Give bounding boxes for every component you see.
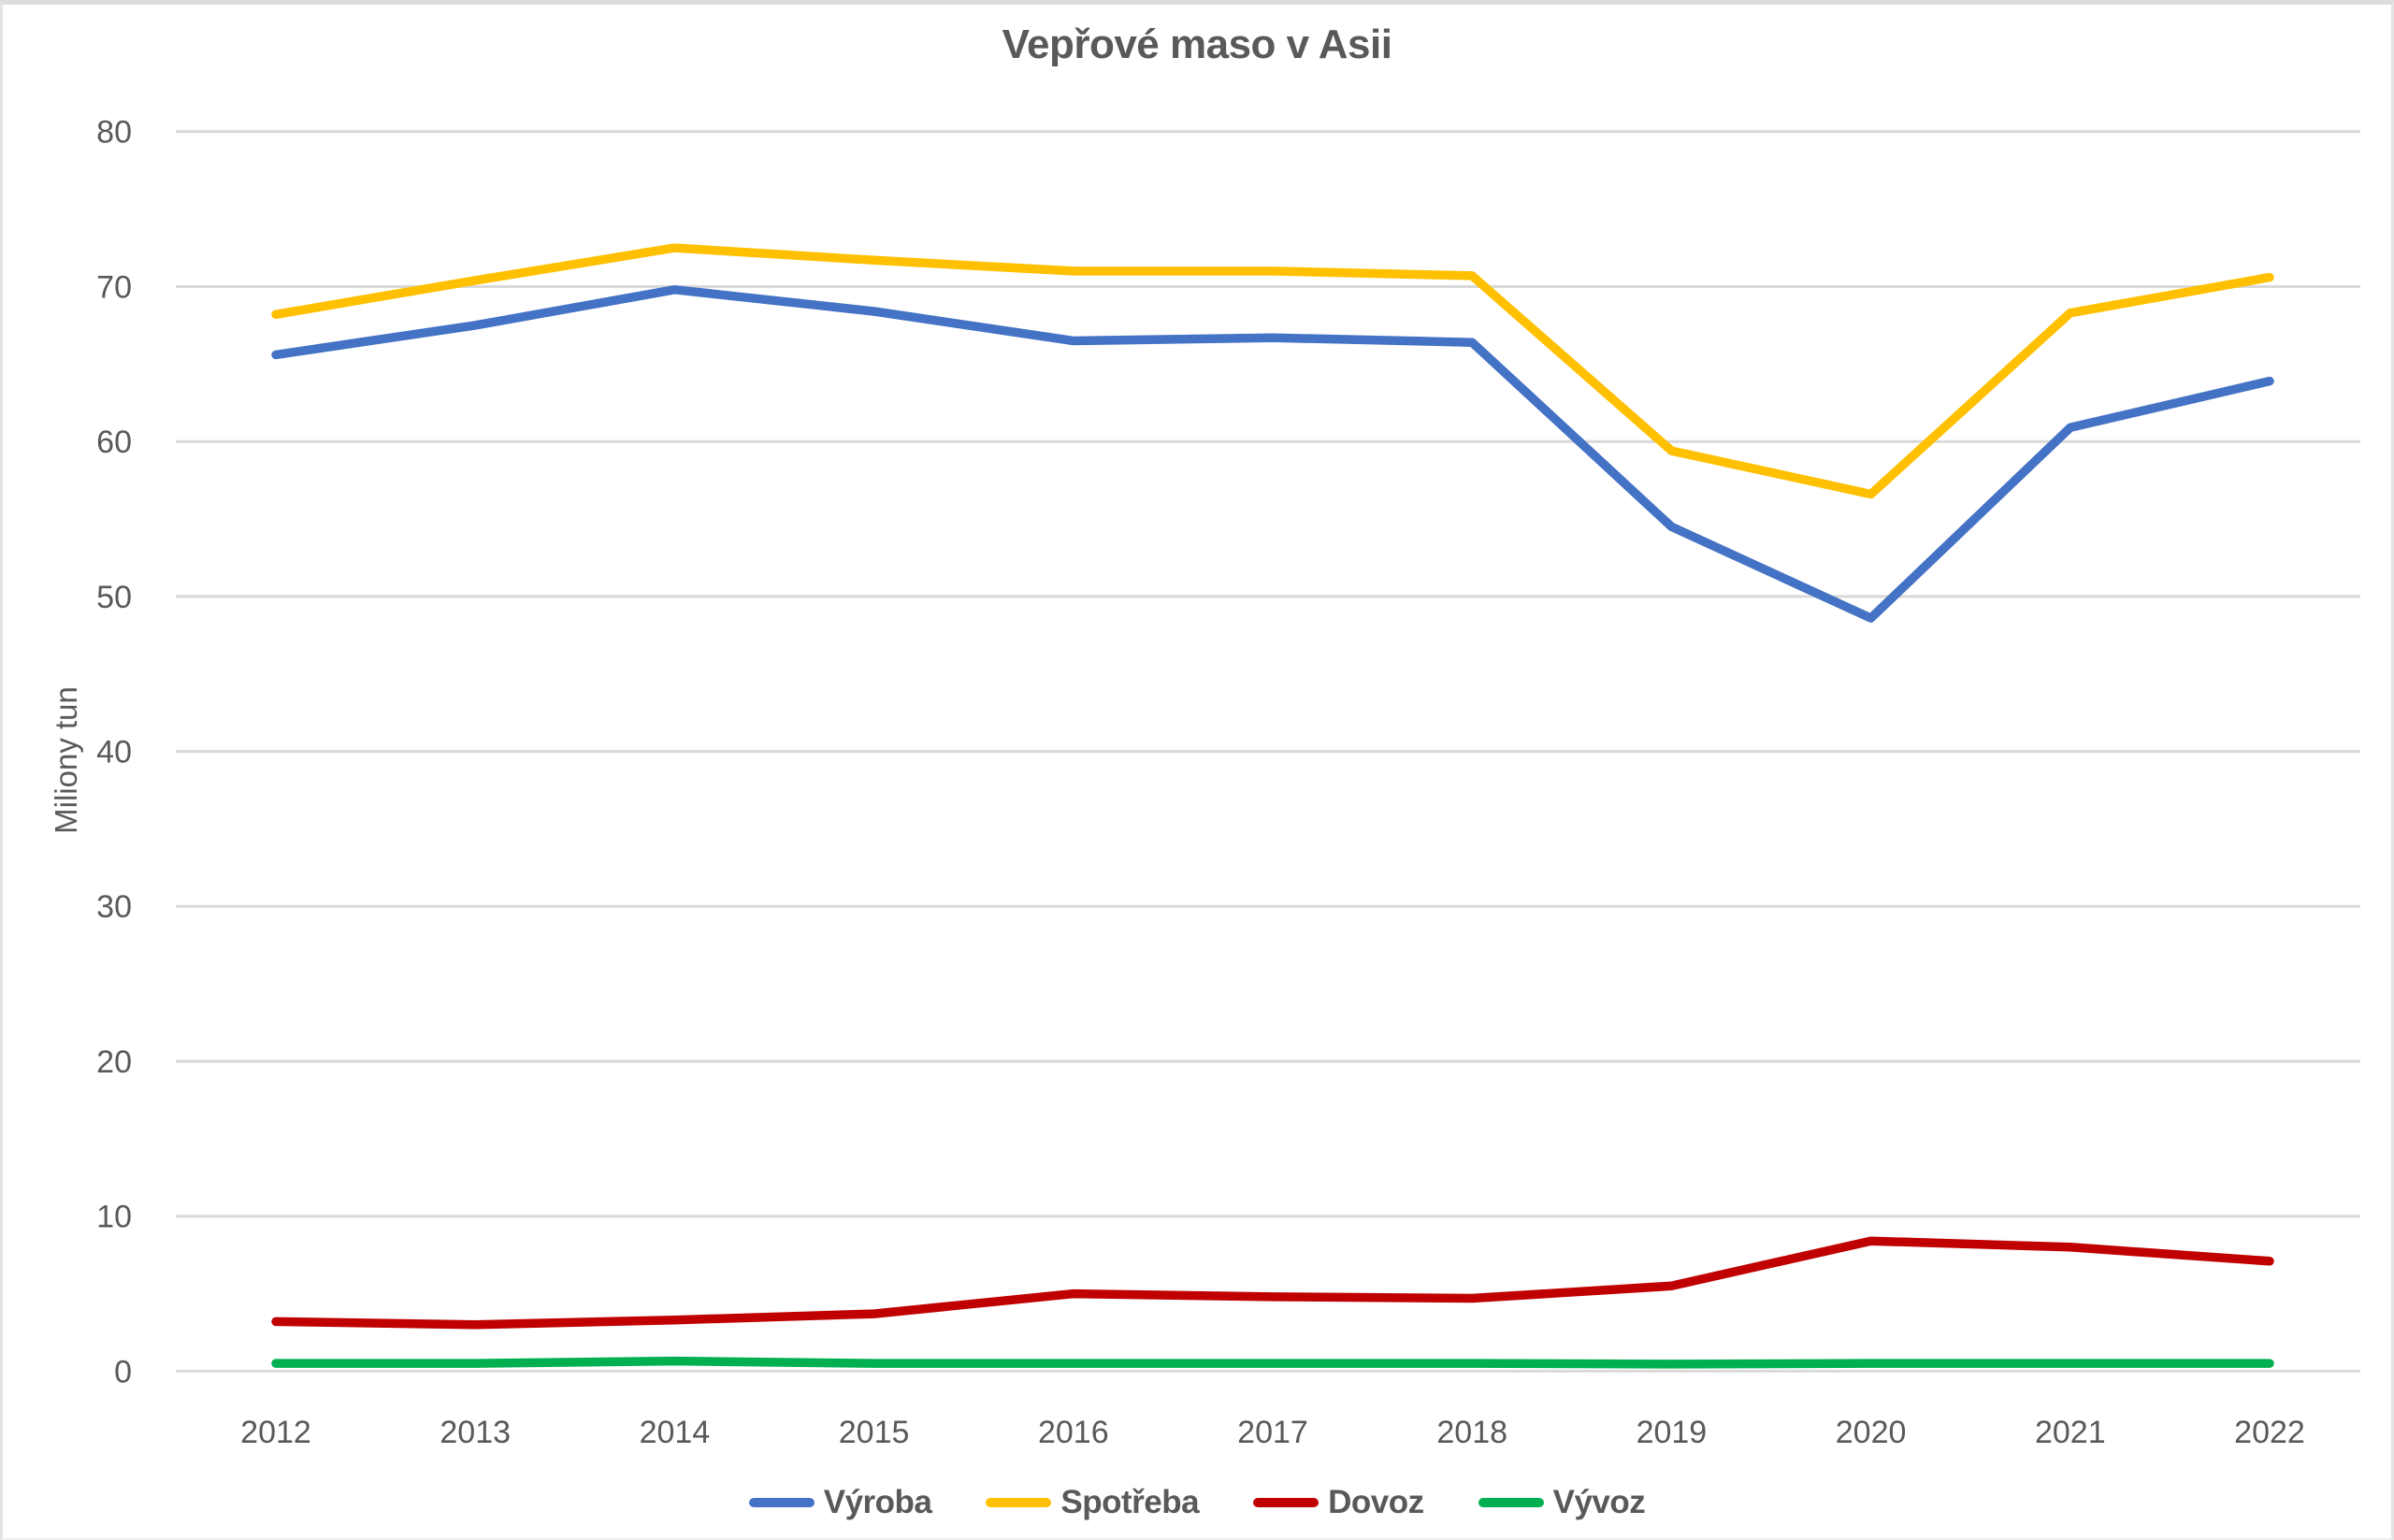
legend-label-spotreba: Spotřeba	[1060, 1484, 1200, 1520]
y-tick-label: 80	[96, 115, 132, 151]
chart-title: Vepřové maso v Asii	[1002, 22, 1392, 67]
legend-swatch-dovoz	[1253, 1498, 1320, 1507]
x-tick-label: 2013	[440, 1415, 511, 1450]
legend-item-vyroba: Výroba	[748, 1484, 932, 1521]
series-line-spotreba	[271, 243, 2274, 499]
y-tick-label: 50	[96, 580, 132, 615]
series-line-dovoz	[271, 1236, 2274, 1330]
legend-swatch-vyvoz	[1478, 1498, 1544, 1507]
series-line-vyroba	[271, 285, 2274, 623]
legend: Výroba Spotřeba Dovoz Vývoz	[3, 1484, 2391, 1521]
y-tick-label: 70	[96, 269, 132, 305]
x-tick-label: 2015	[839, 1415, 910, 1450]
x-tick-label: 2016	[1038, 1415, 1109, 1450]
legend-swatch-spotreba	[986, 1498, 1052, 1507]
x-tick-label: 2017	[1237, 1415, 1308, 1450]
y-tick-label: 10	[96, 1200, 132, 1235]
x-tick-label: 2014	[640, 1415, 711, 1450]
x-tick-label: 2021	[2035, 1415, 2106, 1450]
legend-label-vyroba: Výroba	[823, 1484, 932, 1520]
x-tick-label: 2022	[2234, 1415, 2305, 1450]
y-tick-label: 40	[96, 735, 132, 770]
x-tick-label: 2018	[1436, 1415, 1507, 1450]
y-tick-label: 30	[96, 889, 132, 925]
legend-swatch-vyroba	[748, 1498, 815, 1507]
series-line-vyvoz	[271, 1356, 2274, 1369]
x-tick-label: 2019	[1637, 1415, 1708, 1450]
y-tick-label: 60	[96, 425, 132, 460]
x-tick-label: 2012	[240, 1415, 311, 1450]
legend-item-spotreba: Spotřeba	[986, 1484, 1200, 1521]
legend-label-vyvoz: Vývoz	[1552, 1484, 1646, 1520]
y-axis-label: Miliony tun	[49, 686, 83, 834]
x-tick-label: 2020	[1836, 1415, 1907, 1450]
y-tick-label: 20	[96, 1044, 132, 1080]
legend-item-vyvoz: Vývoz	[1478, 1484, 1646, 1521]
y-tick-label: 0	[114, 1354, 132, 1389]
legend-label-dovoz: Dovoz	[1328, 1484, 1424, 1520]
legend-item-dovoz: Dovoz	[1253, 1484, 1424, 1521]
plot-area: 0 10 20 30 40 50 60 70 80 2012 2013 2014 2015 2016 201…	[96, 115, 2360, 1450]
